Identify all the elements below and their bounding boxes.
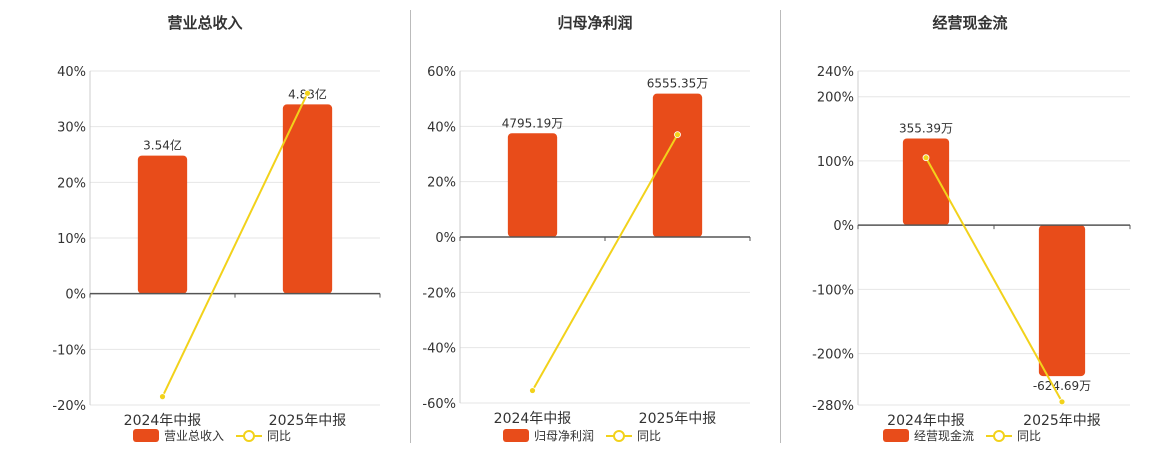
x-tick-label: 2024年中报	[494, 411, 572, 427]
legend-bar-swatch	[133, 429, 159, 442]
y-tick-label: -10%	[52, 343, 86, 358]
x-tick-label: 2025年中报	[1023, 413, 1101, 429]
x-tick-label: 2024年中报	[887, 413, 965, 429]
yoy-point	[159, 393, 166, 401]
yoy-point	[529, 387, 536, 394]
y-tick-label: 40%	[427, 120, 456, 135]
y-tick-label: 20%	[427, 176, 456, 191]
x-tick-label: 2025年中报	[639, 411, 717, 427]
yoy-series-line	[925, 157, 1063, 403]
y-tick-label: -20%	[52, 399, 86, 414]
yoy-point	[922, 154, 930, 162]
yoy-point	[674, 131, 681, 139]
bar	[652, 93, 703, 237]
legend-line-label: 同比	[267, 429, 292, 443]
yoy-series-line	[161, 92, 309, 398]
bar	[282, 104, 333, 294]
bar-data-label: 4795.19万	[502, 116, 564, 130]
chart-title: 归母净利润	[557, 14, 633, 32]
y-tick-label: 100%	[817, 155, 854, 170]
chart-cash-flow: 240% 200% 100% 0% -100% -200% -280% 355.39万 -624…	[812, 65, 1131, 429]
bar	[902, 138, 950, 226]
yoy-point	[1058, 398, 1066, 406]
y-tick-label: -280%	[812, 399, 854, 414]
x-tick-label: 2025年中报	[269, 413, 347, 429]
legend-line-swatch	[986, 429, 1013, 442]
chart-title: 经营现金流	[932, 14, 1008, 32]
chart-title: 营业总收入	[167, 14, 243, 32]
y-tick-label: -100%	[812, 283, 854, 298]
y-tick-label: 30%	[57, 121, 86, 136]
bar-data-label: 6555.35万	[647, 77, 709, 91]
chart-panel-revenue: 营业总收入 40%30%20%10%0%-10%-20%3.54亿4.83亿20…	[0, 0, 410, 450]
y-tick-label: 0%	[435, 231, 456, 246]
y-tick-label: -20%	[422, 286, 456, 301]
bar	[137, 155, 188, 294]
panel-divider	[780, 10, 781, 443]
y-tick-label: 0%	[65, 288, 86, 303]
legend-bar-label: 营业总收入	[164, 429, 225, 443]
chart-revenue: 40%30%20%10%0%-10%-20%3.54亿4.83亿2024年中报2…	[52, 65, 381, 429]
bar	[507, 133, 558, 237]
legend-bar-label: 经营现金流	[914, 429, 975, 443]
legend-bar-label: 归母净利润	[534, 429, 595, 443]
legend-line-swatch	[236, 429, 263, 442]
legend-line-swatch	[606, 429, 633, 442]
legend-line-label: 同比	[1017, 429, 1042, 443]
y-tick-label: 240%	[817, 65, 854, 80]
chart-net-profit: 60% 40% 20% 0% -20% -40% -60% 4795.19万 6555.35万 2…	[422, 65, 751, 427]
legend-line-label: 同比	[637, 429, 662, 443]
x-tick-label: 2024年中报	[124, 413, 202, 429]
y-tick-label: -40%	[422, 342, 456, 357]
yoy-point	[304, 89, 311, 97]
chart-panel-cash-flow: 经营现金流 240% 200% 100% 0% -100% -200% -280% 355.3…	[780, 0, 1160, 450]
panel-divider	[410, 10, 411, 443]
y-tick-label: 200%	[817, 91, 854, 106]
bar	[1038, 225, 1086, 377]
y-tick-label: 10%	[57, 232, 86, 247]
y-tick-label: -200%	[812, 348, 854, 363]
y-tick-label: 0%	[833, 219, 854, 234]
legend: 营业总收入 同比	[133, 427, 291, 444]
legend: 经营现金流 同比	[883, 427, 1041, 444]
y-tick-label: 40%	[57, 65, 86, 80]
bar-data-label: 355.39万	[899, 121, 953, 135]
legend: 归母净利润 同比	[503, 427, 661, 444]
bar-data-label: -624.69万	[1033, 379, 1091, 393]
y-tick-label: 20%	[57, 176, 86, 191]
chart-panel-net-profit: 归母净利润 60% 40% 20% 0% -20% -40% -60% 4795.19万 655…	[410, 0, 780, 450]
legend-bar-swatch	[883, 429, 909, 442]
legend-bar-swatch	[503, 429, 529, 442]
yoy-series-line	[531, 134, 679, 392]
y-tick-label: -60%	[422, 397, 456, 412]
y-tick-label: 60%	[427, 65, 456, 80]
bar-data-label: 3.54亿	[143, 138, 182, 153]
